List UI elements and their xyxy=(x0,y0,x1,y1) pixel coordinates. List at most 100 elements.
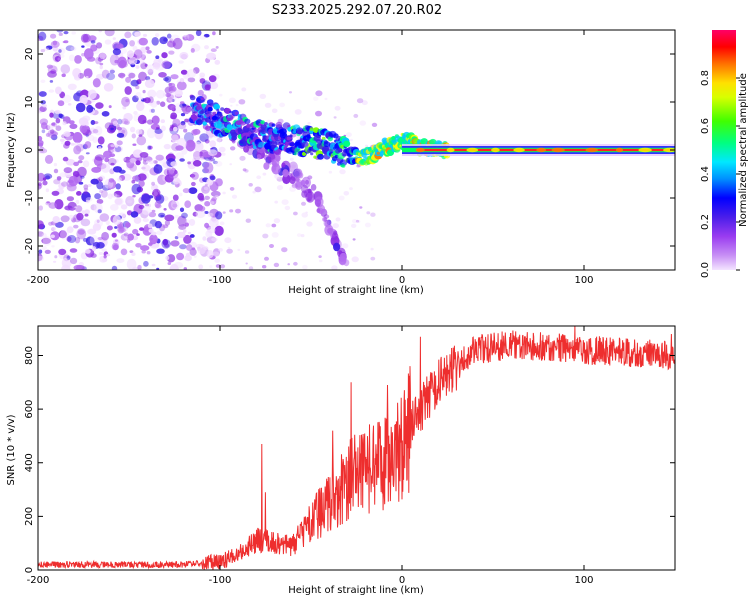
spectrogram-cell xyxy=(187,77,196,83)
spectrogram-cell xyxy=(188,187,198,195)
y-tick-label: 200 xyxy=(24,507,35,526)
spectrogram-cell xyxy=(107,193,113,200)
snr-frame xyxy=(37,325,676,571)
spectrogram-cell xyxy=(85,249,91,254)
spectrogram-cell xyxy=(101,248,107,252)
spectrogram-cell xyxy=(146,50,152,54)
spectrogram-cell xyxy=(162,224,169,229)
spectrogram-cell xyxy=(229,163,232,166)
spectrogram-cell xyxy=(55,47,66,55)
spectrogram-cell xyxy=(139,227,144,231)
spectrogram-cell xyxy=(210,190,221,197)
spectrogram-cell xyxy=(74,55,82,64)
spectrogram-cell xyxy=(131,183,142,195)
spectrogram-cell xyxy=(246,123,251,128)
spectrogram-cell xyxy=(154,220,162,229)
spectrogram-cell xyxy=(191,171,199,180)
spectrogram-cell xyxy=(118,44,124,48)
spectrogram-cell xyxy=(92,78,101,88)
spectrogram-cell xyxy=(152,188,161,197)
spectrogram-cell xyxy=(273,218,281,224)
spectrogram-cell xyxy=(116,132,125,138)
spectrogram-cell xyxy=(181,212,188,219)
spectrogram-cell xyxy=(130,79,139,87)
spectrogram-cell xyxy=(204,183,208,187)
spectrogram-cell xyxy=(289,157,294,161)
spectrogram-cell xyxy=(38,183,42,190)
spectrogram-cell xyxy=(252,190,256,194)
spectrogram-cell xyxy=(132,143,137,146)
spectrogram-cell xyxy=(178,60,184,64)
spectrogram-cell xyxy=(170,74,179,80)
spectrogram-cell xyxy=(161,239,171,249)
spectrogram-cell xyxy=(107,158,117,166)
spectrogram-cell xyxy=(214,225,224,236)
spectrogram-cell xyxy=(48,202,58,209)
spectrogram-cell xyxy=(195,210,206,219)
spectrogram-cell xyxy=(112,37,116,40)
spectrogram-cell xyxy=(148,211,157,218)
spectrogram-cell xyxy=(231,135,237,141)
spectrogram-cell xyxy=(339,169,346,175)
spectrogram-cell xyxy=(187,231,192,235)
spectrogram-cell xyxy=(198,264,204,270)
spectrogram-cell xyxy=(263,162,270,170)
spectrogram-cell xyxy=(70,142,75,146)
spectrogram-cell xyxy=(218,248,223,252)
snr-x-label: Height of straight line (km) xyxy=(288,585,424,596)
spectrogram-cell xyxy=(45,132,51,137)
spectrogram-cell xyxy=(179,101,185,105)
spectrogram-cell xyxy=(46,201,50,204)
spectrogram-cell xyxy=(142,218,149,223)
spectrogram-cell xyxy=(264,102,272,108)
spectrogram-cell xyxy=(142,89,146,94)
spectrogram-cell xyxy=(203,186,208,191)
spectrogram-cell xyxy=(117,56,127,69)
spectrogram-cell xyxy=(179,192,183,197)
spectrogram-cell xyxy=(50,40,60,48)
spectrogram-cell xyxy=(206,52,217,60)
spectrogram-cell xyxy=(204,195,211,200)
spectrogram-cell xyxy=(38,182,42,187)
spectrogram-cell xyxy=(138,71,147,82)
spectrogram-cell xyxy=(176,231,186,239)
spectrogram-cell xyxy=(87,134,95,142)
spectrogram-cell xyxy=(300,234,305,238)
spectrogram-cell xyxy=(147,145,152,150)
spectrogram-cell xyxy=(338,250,343,255)
spectrogram-cell xyxy=(177,123,187,130)
spectrogram-cell xyxy=(117,118,123,125)
spectrogram-cell xyxy=(229,187,235,191)
spectrogram-cell xyxy=(99,65,103,70)
spectrogram-cell xyxy=(333,242,341,252)
spectrogram-cell xyxy=(45,45,53,50)
spectrogram-cell xyxy=(312,127,320,133)
spectrogram-cell xyxy=(68,214,74,220)
spectrogram-cell xyxy=(73,145,82,155)
spectrogram-cell xyxy=(192,160,202,167)
spectrogram-cell xyxy=(226,248,233,254)
spectrogram-cell xyxy=(177,215,187,227)
spectrogram-cell xyxy=(65,159,76,166)
spectrogram-cell xyxy=(161,60,171,69)
spectrogram-cell xyxy=(112,48,121,56)
spectrogram-cell xyxy=(38,249,43,254)
spectrogram-cell xyxy=(122,157,127,161)
spectrogram-cell xyxy=(51,245,55,248)
spectrogram-cell xyxy=(339,252,347,262)
spectrogram-cell xyxy=(45,188,50,193)
spectrogram-cell xyxy=(338,195,345,201)
spectrogram-cell xyxy=(169,126,174,132)
x-tick-label: 100 xyxy=(574,575,593,586)
spectrogram-cell xyxy=(94,193,101,200)
spectrogram-cell xyxy=(235,104,239,107)
spectrogram-cell xyxy=(101,69,110,79)
spectrogram-cell xyxy=(260,120,265,125)
spectrogram-cell xyxy=(112,215,122,226)
spectrogram-cell xyxy=(172,118,181,127)
spectrogram-cell xyxy=(80,175,85,179)
spectrogram-cell xyxy=(50,129,55,135)
spectrogram-cell xyxy=(85,133,90,138)
spectrogram-cell xyxy=(122,106,127,110)
